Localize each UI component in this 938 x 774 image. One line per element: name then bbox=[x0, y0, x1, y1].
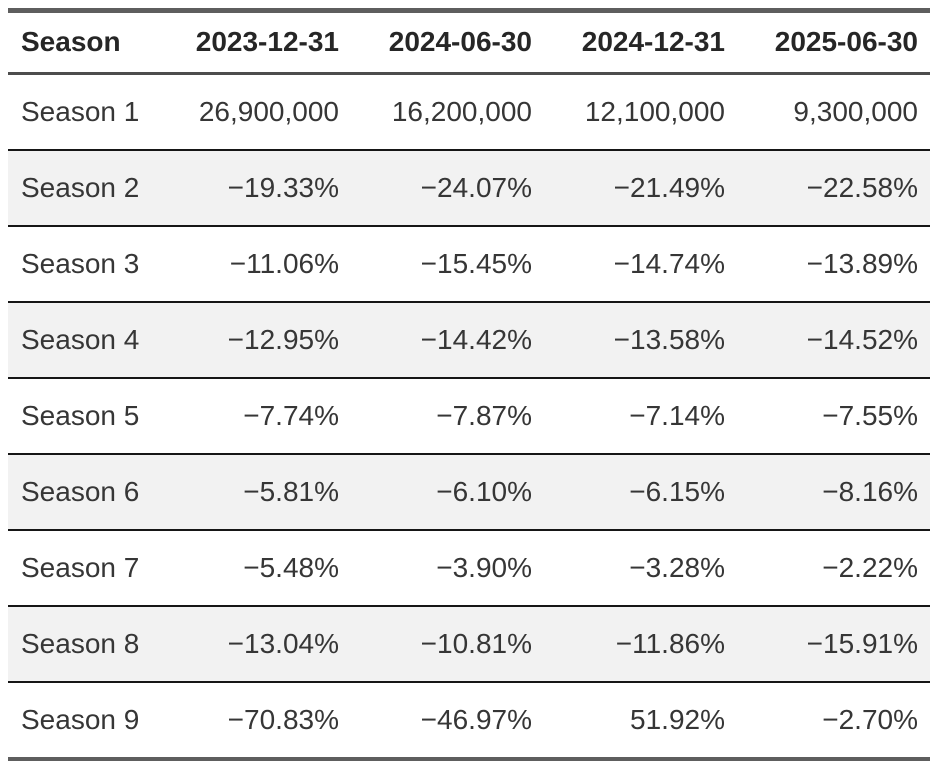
value-cell: −13.04% bbox=[158, 605, 351, 682]
row-label-cell: Season 8 bbox=[8, 605, 158, 682]
value-cell: −6.10% bbox=[351, 453, 544, 530]
value-cell: −22.58% bbox=[737, 149, 930, 226]
value-cell: −14.52% bbox=[737, 301, 930, 378]
column-header-2025-06-30: 2025-06-30 bbox=[737, 10, 930, 75]
value-cell: −7.55% bbox=[737, 377, 930, 454]
value-cell: −15.91% bbox=[737, 605, 930, 682]
row-label-cell: Season 7 bbox=[8, 529, 158, 606]
value-cell: −6.15% bbox=[544, 453, 737, 530]
table-row: Season 9 −70.83% −46.97% 51.92% −2.70% bbox=[8, 681, 930, 759]
row-label-cell: Season 9 bbox=[8, 681, 158, 759]
table-row: Season 4 −12.95% −14.42% −13.58% −14.52% bbox=[8, 301, 930, 378]
value-cell: −11.86% bbox=[544, 605, 737, 682]
table-row: Season 8 −13.04% −10.81% −11.86% −15.91% bbox=[8, 605, 930, 682]
value-cell: −5.81% bbox=[158, 453, 351, 530]
value-cell: −13.89% bbox=[737, 225, 930, 302]
row-label-cell: Season 1 bbox=[8, 72, 158, 150]
value-cell: −10.81% bbox=[351, 605, 544, 682]
table-row: Season 2 −19.33% −24.07% −21.49% −22.58% bbox=[8, 149, 930, 226]
value-cell: −46.97% bbox=[351, 681, 544, 759]
value-cell: −7.14% bbox=[544, 377, 737, 454]
column-header-2024-12-31: 2024-12-31 bbox=[544, 10, 737, 75]
value-cell: −2.22% bbox=[737, 529, 930, 606]
column-header-season: Season bbox=[8, 10, 158, 75]
row-label-cell: Season 6 bbox=[8, 453, 158, 530]
value-cell: −70.83% bbox=[158, 681, 351, 759]
table-row: Season 1 26,900,000 16,200,000 12,100,00… bbox=[8, 72, 930, 150]
column-header-2023-12-31: 2023-12-31 bbox=[158, 10, 351, 75]
value-cell: −21.49% bbox=[544, 149, 737, 226]
value-cell: −14.74% bbox=[544, 225, 737, 302]
row-label-cell: Season 5 bbox=[8, 377, 158, 454]
value-cell: −12.95% bbox=[158, 301, 351, 378]
value-cell: 9,300,000 bbox=[737, 72, 930, 150]
value-cell: 26,900,000 bbox=[158, 72, 351, 150]
table-row: Season 7 −5.48% −3.90% −3.28% −2.22% bbox=[8, 529, 930, 606]
column-header-2024-06-30: 2024-06-30 bbox=[351, 10, 544, 75]
row-label-cell: Season 4 bbox=[8, 301, 158, 378]
value-cell: −19.33% bbox=[158, 149, 351, 226]
value-cell: −7.74% bbox=[158, 377, 351, 454]
value-cell: −14.42% bbox=[351, 301, 544, 378]
value-cell: −3.28% bbox=[544, 529, 737, 606]
table-row: Season 6 −5.81% −6.10% −6.15% −8.16% bbox=[8, 453, 930, 530]
value-cell: −7.87% bbox=[351, 377, 544, 454]
value-cell: 12,100,000 bbox=[544, 72, 737, 150]
row-label-cell: Season 3 bbox=[8, 225, 158, 302]
value-cell: −11.06% bbox=[158, 225, 351, 302]
table-row: Season 5 −7.74% −7.87% −7.14% −7.55% bbox=[8, 377, 930, 454]
value-cell: −3.90% bbox=[351, 529, 544, 606]
value-cell: −5.48% bbox=[158, 529, 351, 606]
table-body: Season 1 26,900,000 16,200,000 12,100,00… bbox=[8, 72, 930, 759]
value-cell: −13.58% bbox=[544, 301, 737, 378]
table-row: Season 3 −11.06% −15.45% −14.74% −13.89% bbox=[8, 225, 930, 302]
value-cell: 16,200,000 bbox=[351, 72, 544, 150]
value-cell: 51.92% bbox=[544, 681, 737, 759]
row-label-cell: Season 2 bbox=[8, 149, 158, 226]
value-cell: −2.70% bbox=[737, 681, 930, 759]
header-row: Season 2023-12-31 2024-06-30 2024-12-31 … bbox=[8, 10, 930, 75]
value-cell: −24.07% bbox=[351, 149, 544, 226]
table-header: Season 2023-12-31 2024-06-30 2024-12-31 … bbox=[8, 10, 930, 75]
value-cell: −8.16% bbox=[737, 453, 930, 530]
value-cell: −15.45% bbox=[351, 225, 544, 302]
seasons-table: Season 2023-12-31 2024-06-30 2024-12-31 … bbox=[8, 8, 930, 761]
